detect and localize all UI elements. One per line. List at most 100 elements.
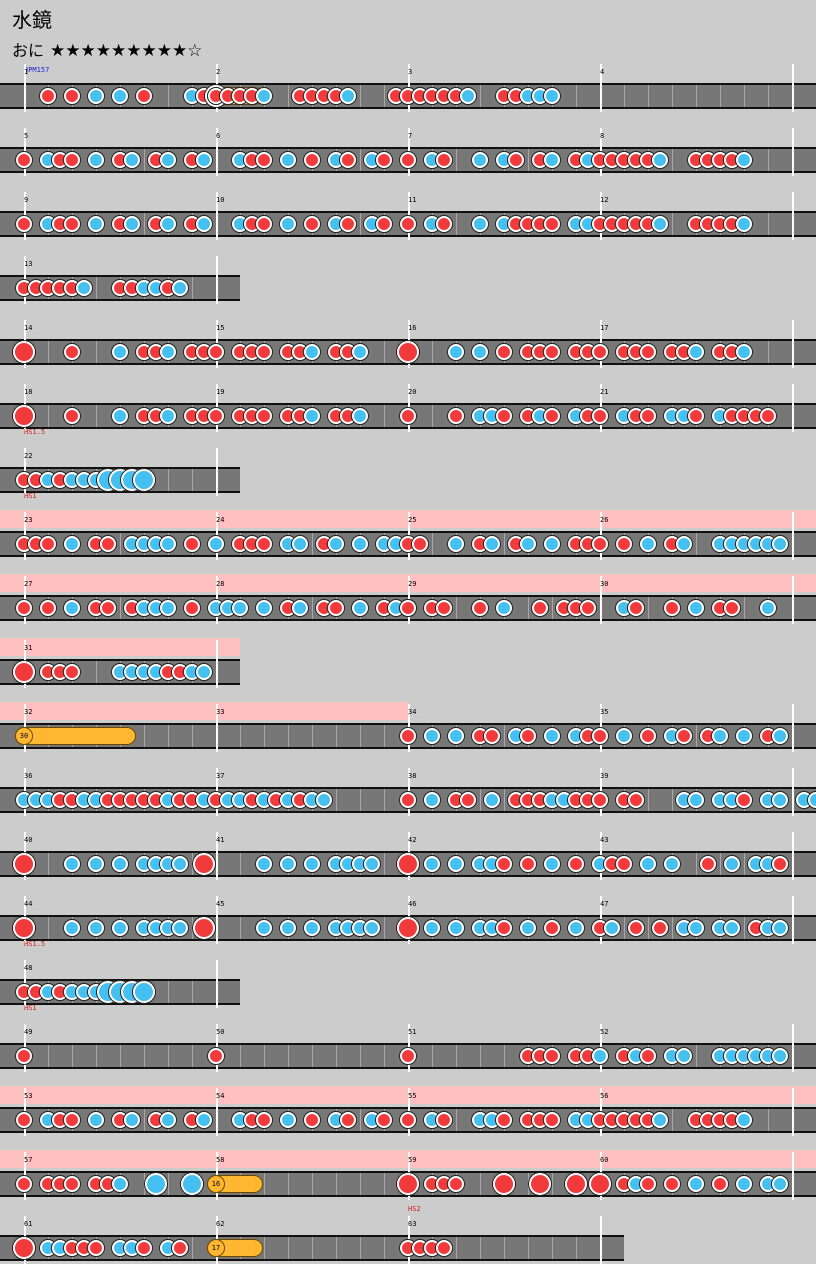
beat-line — [456, 1237, 457, 1259]
measure-number: 45 — [216, 900, 225, 908]
ka-note — [724, 856, 740, 872]
beat-line — [384, 85, 385, 107]
ka-note — [772, 920, 788, 936]
ka-note — [736, 728, 752, 744]
ka-note — [364, 856, 380, 872]
don-note — [208, 408, 224, 424]
beat-line — [96, 277, 97, 299]
ka-note — [592, 1048, 608, 1064]
don-note — [256, 152, 272, 168]
beat-line — [288, 1237, 289, 1259]
ka-note — [304, 408, 320, 424]
don-note — [676, 728, 692, 744]
don-note — [436, 1240, 452, 1256]
big-ka-note — [181, 1173, 203, 1195]
don-note — [496, 920, 512, 936]
beat-line — [720, 853, 721, 875]
don-note — [16, 216, 32, 232]
don-note — [544, 216, 560, 232]
ka-note — [304, 344, 320, 360]
beat-line — [528, 1173, 529, 1195]
don-note — [340, 1112, 356, 1128]
ka-note — [304, 920, 320, 936]
don-note — [532, 600, 548, 616]
beat-line — [168, 1045, 169, 1067]
ka-note — [160, 536, 176, 552]
don-note — [640, 1048, 656, 1064]
don-note — [712, 1176, 728, 1192]
drumroll-head: 17 — [207, 1239, 225, 1257]
ka-note — [496, 600, 512, 616]
don-note — [100, 600, 116, 616]
ka-note — [448, 856, 464, 872]
ka-note — [316, 792, 332, 808]
beat-line — [696, 85, 697, 107]
don-note — [772, 856, 788, 872]
don-note — [64, 408, 80, 424]
don-note — [616, 856, 632, 872]
big-don-note — [13, 853, 35, 875]
beat-line — [504, 533, 505, 555]
ka-note — [544, 152, 560, 168]
measure-number: 62 — [216, 1220, 225, 1228]
beat-line — [192, 917, 193, 939]
ka-note — [64, 600, 80, 616]
ka-note — [760, 600, 776, 616]
measure-bar — [600, 64, 602, 112]
note-lane: 22 — [0, 448, 240, 496]
note-lane: 32 33 34 35 30 — [0, 704, 816, 752]
beat-line — [168, 981, 169, 1003]
measure-number: 31 — [24, 644, 33, 652]
big-don-note — [13, 1237, 35, 1259]
measure-number: 61 — [24, 1220, 33, 1228]
ka-note — [772, 536, 788, 552]
ka-note — [88, 88, 104, 104]
ka-note — [352, 536, 368, 552]
difficulty-stars: ★★★★★★★★★☆ — [50, 41, 203, 61]
beat-line — [192, 853, 193, 875]
ka-note — [484, 536, 500, 552]
note-lane: 27 28 29 30 — [0, 576, 816, 624]
measure-number: 60 — [600, 1156, 609, 1164]
measure-number: 42 — [408, 836, 417, 844]
beat-line — [384, 1045, 385, 1067]
row-highlight — [0, 638, 240, 656]
measure-bar — [216, 192, 218, 240]
ka-note — [160, 152, 176, 168]
ka-note — [256, 856, 272, 872]
beat-line — [360, 789, 361, 811]
measure-number: 3 — [408, 68, 413, 76]
big-don-note — [193, 917, 215, 939]
measure-bar — [792, 512, 794, 560]
don-note — [460, 792, 476, 808]
ka-note — [280, 152, 296, 168]
beat-line — [744, 917, 745, 939]
beat-line — [432, 533, 433, 555]
ka-note — [568, 920, 584, 936]
measure-number: 44 — [24, 900, 33, 908]
measure-number: 24 — [216, 516, 225, 524]
beat-line — [648, 597, 649, 619]
ka-note — [424, 728, 440, 744]
beat-line — [312, 1237, 313, 1259]
measure-number: 26 — [600, 516, 609, 524]
beat-line — [528, 1237, 529, 1259]
measure-number: 13 — [24, 260, 33, 268]
measure-number: 41 — [216, 836, 225, 844]
beat-line — [192, 1045, 193, 1067]
beat-line — [648, 85, 649, 107]
measure-number: 16 — [408, 324, 417, 332]
measure-number: 59 — [408, 1156, 417, 1164]
beat-line — [576, 85, 577, 107]
ka-note — [172, 920, 188, 936]
beat-line — [336, 1045, 337, 1067]
beat-line — [504, 1237, 505, 1259]
beat-line — [264, 725, 265, 747]
drumroll-body — [15, 727, 137, 745]
beat-line — [696, 725, 697, 747]
note-lane: 61 62 63 17 — [0, 1216, 624, 1264]
measure-number: 9 — [24, 196, 29, 204]
note-lane: 49 50 51 52 — [0, 1024, 816, 1072]
ka-note — [160, 408, 176, 424]
beat-line — [144, 1109, 145, 1131]
